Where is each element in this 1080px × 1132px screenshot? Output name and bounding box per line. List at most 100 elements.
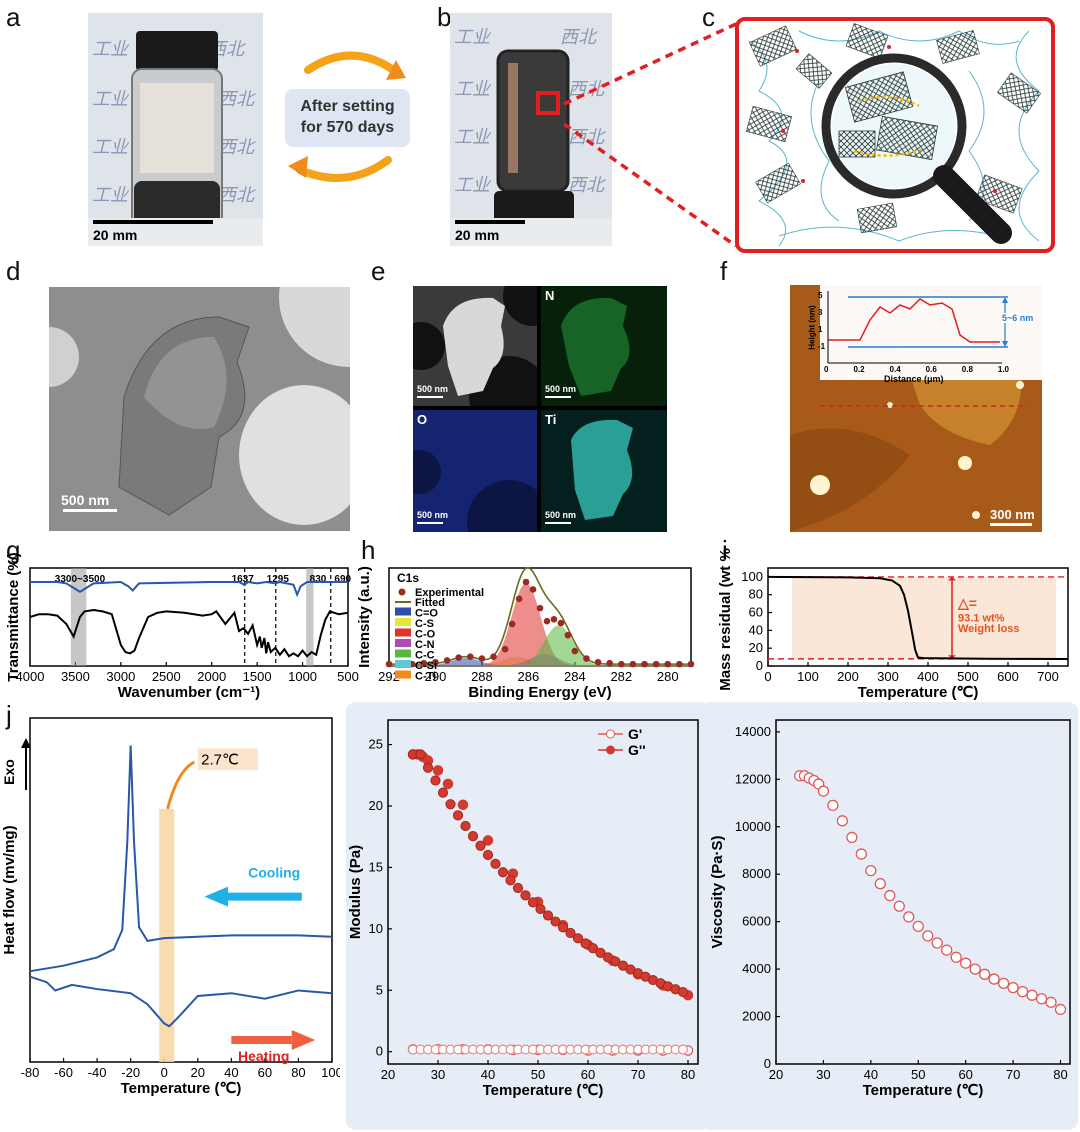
x-tick-label: 60 <box>258 1065 272 1080</box>
svg-text:西北: 西北 <box>560 27 598 47</box>
y-tick-label: 25 <box>369 737 383 752</box>
point-G-prime-dense <box>678 1044 689 1055</box>
x-axis-label: Temperature (℃) <box>121 1080 242 1097</box>
legend-marker <box>398 588 406 596</box>
legend-label: Fitted <box>415 597 445 609</box>
legend-swatch <box>395 639 411 647</box>
experimental-point <box>385 660 393 668</box>
afm-inset-xticks: 0 0.2 0.4 0.6 0.8 1.0 <box>824 365 1009 374</box>
viscosity-point <box>997 977 1010 989</box>
y-tick-label: 2000 <box>742 1009 771 1024</box>
x-axis-label: Binding Energy (eV) <box>468 684 611 700</box>
viscosity-point <box>969 963 981 975</box>
eds-mapping-grid: 500 nm N 500 nm O 500 nm Ti 500 nm <box>413 286 667 532</box>
point-G'' <box>442 778 454 790</box>
annotation-label: 830 <box>310 574 327 585</box>
exo-arrow-head <box>21 738 31 748</box>
scale-bar-f-text: 300 nm <box>990 507 1035 522</box>
experimental-point <box>564 631 572 639</box>
svg-text:工业: 工业 <box>454 175 492 195</box>
x-tick-label: 100 <box>797 669 819 684</box>
scale-bar-a-text: 20 mm <box>93 227 138 243</box>
band-830 <box>306 568 314 666</box>
legend-label: Experimental <box>415 587 484 599</box>
viscosity-point <box>1045 996 1057 1008</box>
panel-label-g: g <box>6 535 21 565</box>
experimental-point <box>455 654 462 661</box>
vial-illustration: 工业 西北 工业 西北 工业 西北 工业 西北 <box>88 31 263 246</box>
x-axis-label: Wavenumber (cm⁻¹) <box>118 684 260 700</box>
y-tick-label: 80 <box>749 587 763 602</box>
afm-ytick: 1 <box>818 325 823 334</box>
y-tick-label: 20 <box>369 798 383 813</box>
viscosity-point <box>846 831 858 844</box>
legend-swatch <box>395 618 411 626</box>
cooling-arrow-body <box>227 892 302 901</box>
point-G-dense <box>527 897 539 908</box>
point-G-dense <box>460 820 471 832</box>
x-tick-label: 80 <box>291 1065 305 1080</box>
x-tick-label: 300 <box>877 669 899 684</box>
viscosity-point <box>950 951 962 963</box>
legend-label: G' <box>628 726 642 742</box>
y-axis-label: Intensity (a.u.) <box>356 566 373 668</box>
svg-text:西北: 西北 <box>218 185 256 205</box>
svg-text:工业: 工业 <box>92 137 130 157</box>
point-G-dense <box>452 810 464 821</box>
eds-o-scale-bar <box>417 522 443 524</box>
viscosity-point <box>865 864 877 877</box>
experimental-point <box>443 657 451 664</box>
x-tick-label: 282 <box>610 669 632 684</box>
x-tick-label: 286 <box>518 669 540 684</box>
viscosity-point <box>922 930 934 942</box>
afm-texture <box>790 285 1042 532</box>
x-tick-label: 100 <box>321 1065 340 1080</box>
experimental-point <box>529 586 537 593</box>
point-G-dense <box>437 787 449 798</box>
experimental-point <box>664 660 672 668</box>
viscosity-point <box>1035 993 1048 1005</box>
x-tick-label: 40 <box>481 1067 495 1082</box>
y-tick-label: 4000 <box>742 961 771 976</box>
panel-label-j: j <box>6 700 12 730</box>
schematic-panel <box>735 17 1055 253</box>
chart-tga: 0 100 200 300 400 500 600 700020406080100Temper… <box>717 548 1069 700</box>
point-G-dense <box>505 875 516 886</box>
y-tick-label: 0 <box>376 1044 383 1059</box>
heating-arrow-body <box>231 1035 292 1044</box>
y-axis-label: Viscosity (Pa·S) <box>709 835 726 948</box>
point-G-dense <box>475 840 486 851</box>
x-tick-label: 3500 <box>61 669 90 684</box>
afm-inset-ylabel: Height (nm) <box>807 305 817 350</box>
top-arrow-icon <box>304 51 400 76</box>
viscosity-point <box>903 911 915 923</box>
point-G-dense <box>580 938 591 949</box>
legend-marker <box>606 729 615 739</box>
x-tick-label: -20 <box>121 1065 140 1080</box>
viscosity-point <box>1054 1003 1067 1016</box>
panel-label-f: f <box>720 256 728 286</box>
eds-ti-scale-bar <box>545 522 571 524</box>
x-tick-label: 30 <box>431 1067 445 1082</box>
point-G-dense <box>497 867 509 878</box>
point-G'' <box>482 835 494 846</box>
viscosity-point <box>931 937 943 949</box>
eds-haadf-scale-bar <box>417 396 443 398</box>
tem-texture <box>49 287 350 531</box>
legend-swatch <box>395 628 411 637</box>
point-G-dense <box>550 916 561 927</box>
legend-label: C-O <box>415 629 436 641</box>
experimental-point <box>478 655 486 662</box>
point-G-dense <box>542 910 554 921</box>
plot-frame <box>29 717 333 1063</box>
x-tick-label: 400 <box>917 669 939 684</box>
legend-swatch <box>395 607 411 616</box>
eds-tile-n: N 500 nm <box>541 286 667 406</box>
chart-modulus: 20 30 40 50 60 70 80 0 5 10 15 20 25 Temperature (℃) M… <box>346 702 710 1130</box>
svg-text:工业: 工业 <box>454 127 492 147</box>
experimental-point <box>629 660 637 668</box>
svg-text:西北: 西北 <box>568 79 606 99</box>
x-tick-label: 80 <box>1053 1067 1067 1082</box>
x-tick-label: 1000 <box>288 669 317 684</box>
y-tick-label: 12000 <box>735 771 771 786</box>
